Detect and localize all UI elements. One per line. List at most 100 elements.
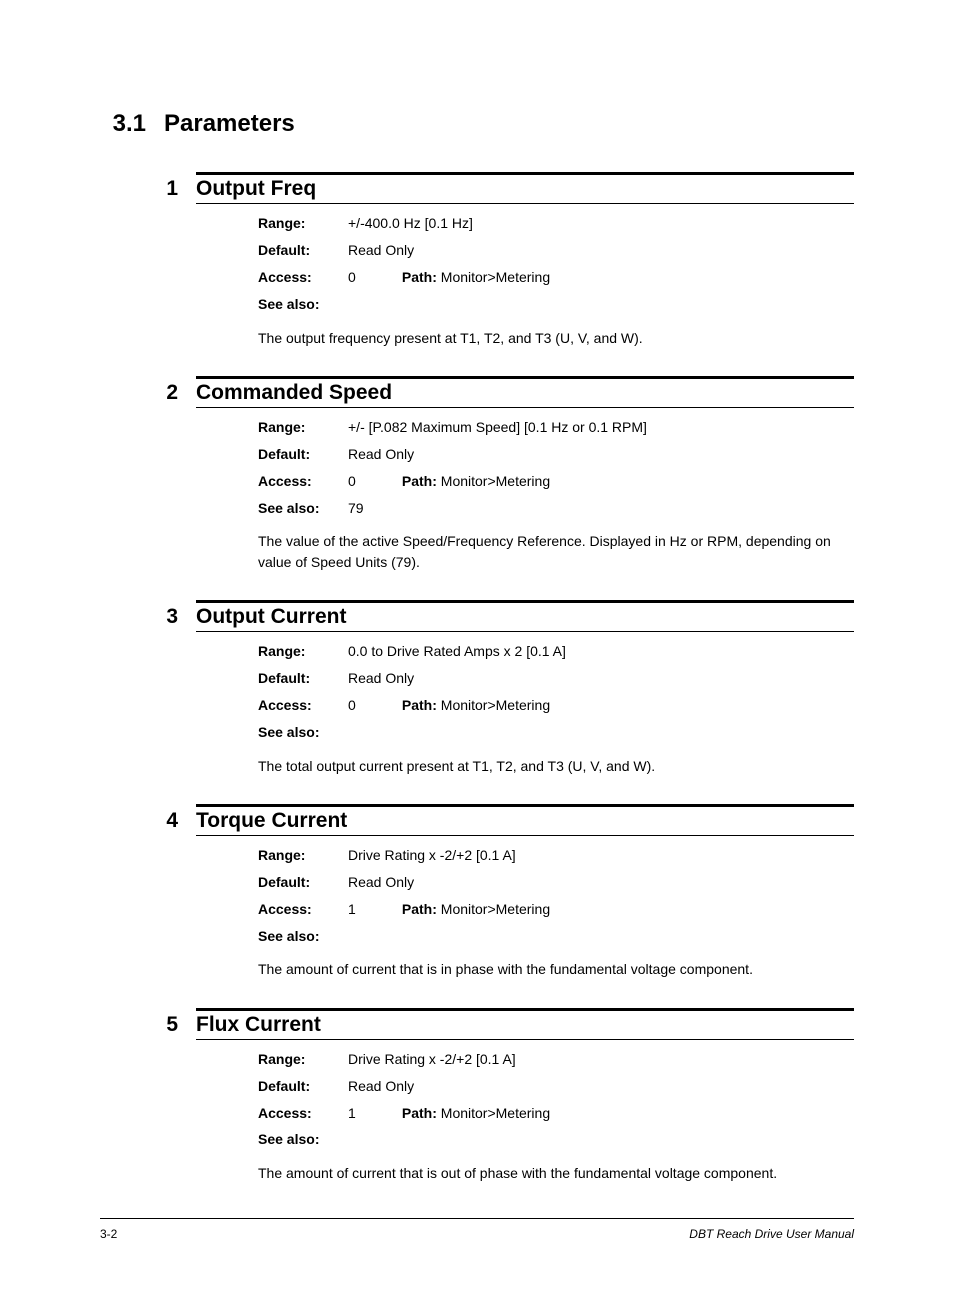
range-value: Drive Rating x -2/+2 [0.1 A] — [348, 846, 854, 865]
access-value: 0 — [348, 696, 398, 715]
parameter-number: 5 — [134, 1013, 196, 1037]
parameter-block: 5 Flux Current Range: Drive Rating x -2/… — [196, 1008, 854, 1190]
parameter-block: 1 Output Freq Range: +/-400.0 Hz [0.1 Hz… — [196, 172, 854, 354]
page-footer: 3-2 DBT Reach Drive User Manual — [100, 1218, 854, 1241]
seealso-row: See also: — [258, 291, 854, 318]
rule-thick — [196, 600, 854, 603]
default-label: Default: — [258, 1077, 348, 1096]
seealso-label: See also: — [258, 723, 348, 742]
seealso-row: See also: — [258, 1126, 854, 1153]
path-value: Monitor>Metering — [441, 473, 550, 489]
default-label: Default: — [258, 669, 348, 688]
path-value: Monitor>Metering — [441, 1105, 550, 1121]
range-row: Range: 0.0 to Drive Rated Amps x 2 [0.1 … — [258, 638, 854, 665]
rule-thick — [196, 172, 854, 175]
access-label: Access: — [258, 900, 348, 919]
default-value: Read Only — [348, 669, 854, 688]
parameter-name: Commanded Speed — [196, 381, 392, 405]
default-value: Read Only — [348, 445, 854, 464]
seealso-value — [348, 723, 854, 742]
parameter-name: Flux Current — [196, 1013, 321, 1037]
parameter-header: 1 Output Freq — [196, 177, 854, 201]
parameter-name: Output Current — [196, 605, 346, 629]
default-row: Default: Read Only — [258, 441, 854, 468]
parameter-description: The amount of current that is out of pha… — [258, 1153, 854, 1189]
seealso-value: 79 — [348, 499, 854, 518]
footer-page-number: 3-2 — [100, 1227, 117, 1241]
default-row: Default: Read Only — [258, 237, 854, 264]
access-row: Access: 0 Path: Monitor>Metering — [258, 692, 854, 719]
range-value: +/-400.0 Hz [0.1 Hz] — [348, 214, 854, 233]
rule-thick — [196, 1008, 854, 1011]
default-row: Default: Read Only — [258, 665, 854, 692]
parameter-header: 2 Commanded Speed — [196, 381, 854, 405]
parameter-header: 5 Flux Current — [196, 1013, 854, 1037]
access-value: 1 — [348, 900, 398, 919]
default-value: Read Only — [348, 241, 854, 260]
rule-thick — [196, 376, 854, 379]
default-label: Default: — [258, 241, 348, 260]
parameter-body: Range: Drive Rating x -2/+2 [0.1 A] Defa… — [196, 1040, 854, 1190]
seealso-row: See also: 79 — [258, 495, 854, 522]
path-value: Monitor>Metering — [441, 269, 550, 285]
seealso-label: See also: — [258, 1130, 348, 1149]
access-label: Access: — [258, 268, 348, 287]
parameter-description: The amount of current that is in phase w… — [258, 949, 854, 985]
range-value: +/- [P.082 Maximum Speed] [0.1 Hz or 0.1… — [348, 418, 854, 437]
access-row: Access: 0 Path: Monitor>Metering — [258, 468, 854, 495]
range-label: Range: — [258, 418, 348, 437]
range-row: Range: +/-400.0 Hz [0.1 Hz] — [258, 210, 854, 237]
parameter-body: Range: Drive Rating x -2/+2 [0.1 A] Defa… — [196, 836, 854, 986]
access-row: Access: 0 Path: Monitor>Metering — [258, 264, 854, 291]
range-label: Range: — [258, 642, 348, 661]
range-label: Range: — [258, 214, 348, 233]
seealso-row: See also: — [258, 923, 854, 950]
rule-thick — [196, 804, 854, 807]
section-title-text: Parameters — [164, 110, 295, 138]
access-value: 0 — [348, 472, 398, 491]
parameter-block: 4 Torque Current Range: Drive Rating x -… — [196, 804, 854, 986]
seealso-row: See also: — [258, 719, 854, 746]
range-label: Range: — [258, 846, 348, 865]
parameter-block: 3 Output Current Range: 0.0 to Drive Rat… — [196, 600, 854, 782]
range-row: Range: +/- [P.082 Maximum Speed] [0.1 Hz… — [258, 414, 854, 441]
footer-manual-title: DBT Reach Drive User Manual — [689, 1227, 854, 1241]
default-value: Read Only — [348, 873, 854, 892]
range-label: Range: — [258, 1050, 348, 1069]
default-row: Default: Read Only — [258, 869, 854, 896]
range-row: Range: Drive Rating x -2/+2 [0.1 A] — [258, 842, 854, 869]
path-label: Path: — [402, 697, 437, 713]
parameter-header: 3 Output Current — [196, 605, 854, 629]
parameter-number: 2 — [134, 381, 196, 405]
parameter-header: 4 Torque Current — [196, 809, 854, 833]
seealso-label: See also: — [258, 499, 348, 518]
access-row: Access: 1 Path: Monitor>Metering — [258, 1100, 854, 1127]
path-value: Monitor>Metering — [441, 901, 550, 917]
access-row: Access: 1 Path: Monitor>Metering — [258, 896, 854, 923]
path-label: Path: — [402, 1105, 437, 1121]
parameter-description: The output frequency present at T1, T2, … — [258, 318, 854, 354]
parameter-name: Output Freq — [196, 177, 316, 201]
access-label: Access: — [258, 1104, 348, 1123]
parameter-description: The total output current present at T1, … — [258, 746, 854, 782]
access-value: 1 — [348, 1104, 398, 1123]
parameter-body: Range: +/-400.0 Hz [0.1 Hz] Default: Rea… — [196, 204, 854, 354]
access-value: 0 — [348, 268, 398, 287]
seealso-value — [348, 1130, 854, 1149]
parameter-name: Torque Current — [196, 809, 347, 833]
seealso-label: See also: — [258, 295, 348, 314]
parameter-body: Range: 0.0 to Drive Rated Amps x 2 [0.1 … — [196, 632, 854, 782]
section-title: 3.1 Parameters — [100, 110, 854, 138]
parameter-body: Range: +/- [P.082 Maximum Speed] [0.1 Hz… — [196, 408, 854, 578]
default-label: Default: — [258, 445, 348, 464]
default-value: Read Only — [348, 1077, 854, 1096]
seealso-value — [348, 927, 854, 946]
path-value: Monitor>Metering — [441, 697, 550, 713]
path-label: Path: — [402, 473, 437, 489]
seealso-value — [348, 295, 854, 314]
path-label: Path: — [402, 269, 437, 285]
path-label: Path: — [402, 901, 437, 917]
access-label: Access: — [258, 696, 348, 715]
access-label: Access: — [258, 472, 348, 491]
parameter-block: 2 Commanded Speed Range: +/- [P.082 Maxi… — [196, 376, 854, 578]
